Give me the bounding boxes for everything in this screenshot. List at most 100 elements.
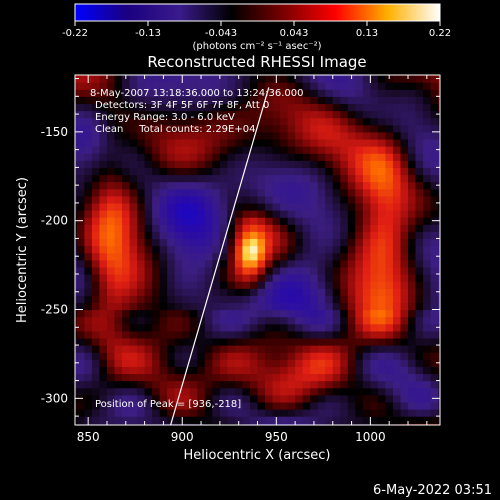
heatmap-cell [340,167,349,176]
heatmap-cell [295,138,304,147]
heatmap-cell [385,309,394,318]
heatmap-cell [370,110,379,119]
heatmap-cell [392,366,402,375]
heatmap-cell [144,337,153,346]
heatmap-cell [423,309,432,318]
heatmap-cell [430,281,439,289]
heatmap-cell [91,401,101,410]
heatmap-cell [91,110,101,119]
heatmap-cell [332,295,341,304]
heatmap-cell [174,238,183,247]
heatmap-cell [91,323,101,332]
heatmap-cell [137,359,146,367]
heatmap-cell [265,89,274,97]
heatmap-cell [182,89,191,97]
heatmap-cell [265,252,274,261]
heatmap-cell [347,245,356,254]
heatmap-cell [392,316,402,325]
heatmap-cell [332,160,341,168]
heatmap-cell [182,380,191,389]
heatmap-cell [272,252,281,261]
heatmap-cell [122,401,131,410]
heatmap-cell [325,337,334,346]
heatmap-cell [423,394,432,403]
heatmap-cell [257,266,266,275]
heatmap-cell [144,352,153,360]
heatmap-cell [167,352,176,360]
heatmap-cell [287,210,296,218]
heatmap-cell [99,117,108,126]
heatmap-cell [332,238,341,247]
heatmap-cell [430,345,439,353]
heatmap-cell [212,401,221,410]
heatmap-cell [385,266,394,275]
heatmap-cell [197,252,206,261]
heatmap-cell [114,174,123,183]
heatmap-cell [167,401,176,410]
heatmap-cell [114,245,123,254]
heatmap-cell [280,259,289,268]
heatmap-cell [392,352,402,360]
heatmap-cell [280,167,289,176]
heatmap-cell [385,295,394,304]
heatmap-cell [99,259,108,268]
heatmap-cell [234,146,244,154]
heatmap-cell [106,124,116,133]
heatmap-cell [265,330,274,339]
heatmap-cell [204,337,213,346]
heatmap-cell [377,188,387,197]
heatmap-cell [377,167,387,176]
heatmap-cell [234,103,244,112]
heatmap-cell [355,366,364,375]
heatmap-cell [265,323,274,332]
heatmap-cell [129,117,138,126]
heatmap-cell [408,138,417,147]
heatmap-cell [219,302,228,311]
heatmap-cell [152,295,161,304]
heatmap-cell [423,316,432,325]
heatmap-cell [84,224,93,232]
heatmap-cell [310,217,319,225]
heatmap-cell [408,423,417,425]
heatmap-cell [189,103,198,112]
heatmap-cell [332,103,341,112]
heatmap-cell [265,416,274,424]
heatmap-cell [129,359,138,367]
heatmap-cell [287,217,296,225]
heatmap-cell [325,160,334,168]
heatmap-cell [249,167,259,176]
heatmap-cell [340,423,349,425]
heatmap-cell [340,82,349,90]
heatmap-cell [189,124,198,133]
heatmap-cell [438,281,440,289]
heatmap-cell [347,345,356,353]
heatmap-cell [242,217,251,225]
heatmap-cell [197,117,206,126]
heatmap-cell [302,124,311,133]
heatmap-cell [122,316,131,325]
heatmap-cell [295,217,304,225]
heatmap-cell [392,181,402,190]
heatmap-cell [249,174,259,183]
heatmap-cell [76,153,86,161]
annotation-clean: Clean Total counts: 2.29E+04 [95,124,255,135]
heatmap-cell [242,295,251,304]
heatmap-cell [137,337,146,346]
heatmap-cell [362,352,371,360]
x-tick-label: 900 [171,430,194,444]
limb-line [169,87,270,425]
heatmap-cell [227,316,236,325]
heatmap-cell [91,224,101,232]
heatmap-cell [370,89,379,97]
heatmap-cell [280,217,289,225]
heatmap-cell [249,409,259,417]
heatmap-cell [242,238,251,247]
heatmap-cell [242,416,251,424]
heatmap-cell [227,337,236,346]
heatmap-cell [182,359,191,367]
heatmap-cell [204,273,213,282]
heatmap-cell [347,252,356,261]
heatmap-cell [182,345,191,353]
heatmap-cell [197,323,206,332]
heatmap-cell [287,394,296,403]
